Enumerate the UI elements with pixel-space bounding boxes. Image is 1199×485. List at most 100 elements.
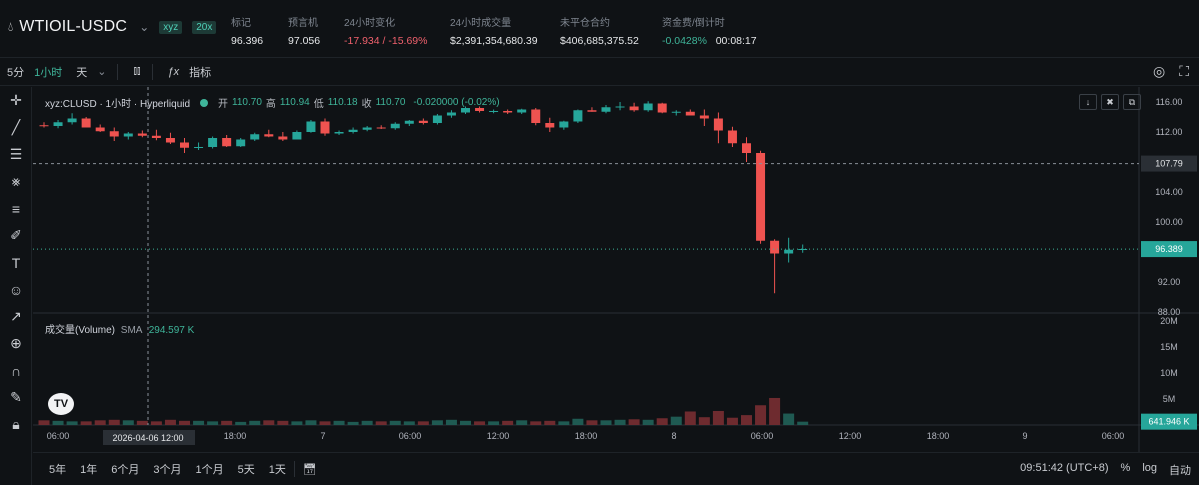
volume-legend: 成交量(Volume) SMA 294.597 K xyxy=(45,321,194,336)
symbol-selector[interactable]: 💧︎ WTIOIL-USDC ⌄ xyz 20x xyxy=(8,18,217,36)
volume-bar xyxy=(333,420,345,425)
price-tick-label: 92.00 xyxy=(1158,277,1181,287)
crosshair-price-box xyxy=(1141,155,1197,172)
fib-icon[interactable]: ≡ xyxy=(11,200,21,217)
legend-change: -0.020000 (-0.02%) xyxy=(413,97,500,108)
pattern-icon[interactable]: ⨳ xyxy=(11,173,21,189)
collapse-icon[interactable]: ✖ xyxy=(1101,94,1119,110)
lock-drawing-icon[interactable]: ✎ xyxy=(10,389,22,405)
emoji-icon[interactable]: ☺ xyxy=(8,281,24,298)
candle-body xyxy=(306,121,316,132)
legend-title: xyz:CLUSD · 1小时 · Hyperliquid xyxy=(45,99,191,110)
stat-oracle-price: 预言机 97.056 xyxy=(288,18,321,47)
candle-body xyxy=(236,139,246,147)
range-1m[interactable]: 1个月 xyxy=(195,464,224,476)
log-toggle[interactable]: log xyxy=(1142,462,1157,474)
candle-body xyxy=(194,147,204,148)
settings-icon[interactable]: ⧉ xyxy=(1123,94,1141,110)
range-5d[interactable]: 5天 xyxy=(237,464,255,476)
volume-bar xyxy=(431,420,443,425)
volume-bar xyxy=(474,421,486,425)
volume-bar xyxy=(502,420,514,425)
time-tick-label: 18:00 xyxy=(224,431,247,441)
fullscreen-icon[interactable]: ⛶ xyxy=(1179,63,1189,79)
time-tick-label: 8 xyxy=(671,431,676,441)
time-tick-label: 18:00 xyxy=(927,431,950,441)
volume-bar xyxy=(712,410,724,425)
stat-24h-volume: 24小时成交量 $2,391,354,680.39 xyxy=(450,18,538,47)
indicator-fx-icon[interactable]: ƒx xyxy=(167,65,180,78)
volume-bar xyxy=(741,415,752,425)
candle-body xyxy=(208,138,218,147)
candle-body xyxy=(39,125,49,127)
price-chart[interactable]: 116.00112.00108.00104.00100.0096.0092.00… xyxy=(33,87,1199,485)
time-tick-label: 12:00 xyxy=(839,431,862,441)
indicators-button[interactable]: 指标 xyxy=(189,66,212,79)
percent-toggle[interactable]: % xyxy=(1120,462,1131,474)
chevron-down-icon[interactable]: ⌄ xyxy=(97,66,107,78)
legend-high: 110.94 xyxy=(279,97,310,108)
range-6m[interactable]: 6个月 xyxy=(111,464,140,476)
toolbar-divider xyxy=(151,63,153,80)
candle-body xyxy=(432,115,442,123)
candle-body xyxy=(643,103,653,111)
stat-funding: 资金费/倒计时 -0.0428% 00:08:17 xyxy=(662,18,757,47)
clock-readout[interactable]: 09:51:42 (UTC+8) xyxy=(1020,462,1109,474)
candle-body xyxy=(784,249,794,254)
funding-countdown: 00:08:17 xyxy=(715,35,757,47)
candle-body xyxy=(573,110,583,122)
trendline-icon[interactable]: ╱ xyxy=(11,119,21,135)
calendar-icon[interactable]: 📅︎ xyxy=(302,463,317,476)
time-tick-label: 7 xyxy=(320,431,325,441)
horizontal-lines-icon[interactable]: ☰ xyxy=(9,146,23,162)
volume-bar xyxy=(530,421,542,425)
candle-body xyxy=(489,111,499,112)
leverage-badge: 20x xyxy=(192,20,217,34)
crosshair-time-box xyxy=(103,430,195,445)
tradingview-logo[interactable]: TV xyxy=(48,393,74,415)
volume-bar xyxy=(305,420,317,425)
interval-5m[interactable]: 5分 xyxy=(7,66,25,79)
chevron-down-icon[interactable]: ⌄ xyxy=(139,20,150,34)
lock-icon[interactable]: 🔒︎ xyxy=(12,416,20,432)
candle-body xyxy=(517,109,527,113)
stat-24h-change: 24小时变化 -17.934 / -15.69% xyxy=(344,18,428,47)
range-1y[interactable]: 1年 xyxy=(80,464,98,476)
candle-body xyxy=(123,133,133,137)
candle-body xyxy=(95,127,105,132)
time-tick-label: 9 xyxy=(1022,431,1027,441)
crosshair-icon[interactable]: ✛ xyxy=(10,92,22,108)
time-tick-label: 06:00 xyxy=(1102,431,1125,441)
candle-body xyxy=(151,135,161,138)
candlestick-chart[interactable]: 116.00112.00108.00104.00100.0096.0092.00… xyxy=(33,87,1199,452)
candle-body xyxy=(685,111,695,116)
scroll-down-icon[interactable]: ↓ xyxy=(1079,94,1097,110)
candle-body xyxy=(222,138,232,147)
status-dot xyxy=(200,98,209,107)
range-1d[interactable]: 1天 xyxy=(268,464,286,476)
volume-bar xyxy=(642,419,654,425)
magnet-icon[interactable]: ∩ xyxy=(10,362,22,379)
volume-bar xyxy=(684,411,696,425)
range-3m[interactable]: 3个月 xyxy=(153,464,182,476)
auto-toggle[interactable]: 自动 xyxy=(1169,465,1191,477)
interval-1d[interactable]: 天 xyxy=(76,66,88,79)
zoom-in-icon[interactable]: ⊕ xyxy=(10,335,22,351)
candle-body xyxy=(180,142,189,148)
text-tool-icon[interactable]: T xyxy=(11,254,21,271)
stat-mark-price: 标记 96.396 xyxy=(231,18,264,47)
drawing-toolbar: ✛ ╱ ☰ ⨳ ≡ ✐ T ☺ ↗ ⊕ ∩ ✎ 🔒︎ xyxy=(0,87,32,485)
interval-1h[interactable]: 1小时 xyxy=(34,66,63,79)
crosshair-price-label: 107.79 xyxy=(1155,159,1183,169)
volume-bar xyxy=(600,420,612,425)
candle-body xyxy=(278,136,288,140)
candle-type-icon[interactable]: ⫾⫾ xyxy=(133,65,141,77)
range-5y[interactable]: 5年 xyxy=(49,464,67,476)
screenshot-icon[interactable]: ◎ xyxy=(1152,63,1166,79)
volume-bar xyxy=(558,421,570,425)
candle-body xyxy=(545,123,555,128)
brush-icon[interactable]: ✐ xyxy=(10,227,22,243)
volume-bar xyxy=(52,420,64,425)
legend-close: 110.70 xyxy=(375,97,406,108)
ruler-icon[interactable]: ↗ xyxy=(10,308,22,324)
